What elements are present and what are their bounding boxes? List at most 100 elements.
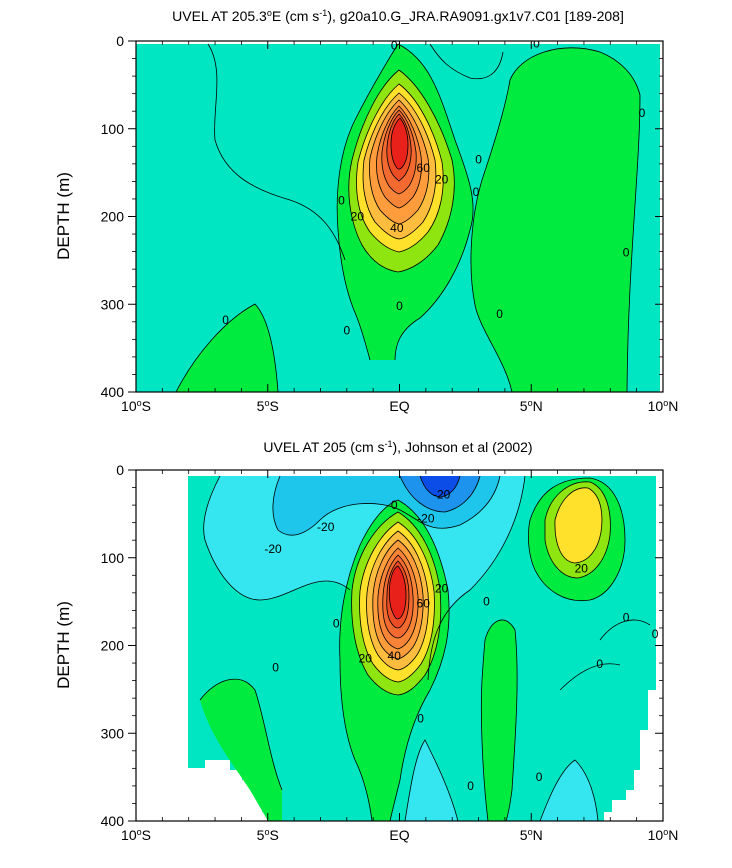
bottom-y-tick-label: 200 — [101, 638, 125, 654]
top-band-plus10-east — [470, 47, 640, 392]
bottom-contour-label: 0 — [596, 657, 603, 671]
top-contour-80 — [386, 113, 412, 182]
bottom-contour-label: 0 — [272, 660, 279, 674]
bottom-x-tick-label: EQ — [389, 827, 409, 843]
top-x-tick-label: 5oS — [257, 398, 279, 414]
bottom-contour-30-ne — [554, 487, 603, 564]
bottom-contour-zero-low — [404, 739, 599, 821]
bottom-contour-label: 0 — [623, 610, 630, 624]
bottom-contour-label: 40 — [388, 649, 402, 663]
bottom-band-minus10-low — [405, 740, 458, 821]
top-contour-50 — [369, 99, 430, 225]
bottom-contour-50 — [372, 539, 424, 660]
top-contour-label: 0 — [343, 324, 350, 338]
top-x-tick-label: EQ — [389, 398, 409, 414]
top-contour-zero-core — [336, 43, 474, 361]
bottom-contour-zero-ne — [528, 477, 626, 602]
bottom-contour-label: 20 — [435, 581, 449, 595]
bottom-y-axis-label: DEPTH (m) — [54, 601, 73, 689]
top-panel: UVEL AT 205.3oE (cm s-1), g20a10.G_JRA.R… — [54, 8, 678, 414]
top-y-tick-label: 0 — [116, 33, 124, 49]
bottom-contour-label: 60 — [417, 596, 431, 610]
top-contour-90 — [390, 117, 409, 170]
top-contour-zero-east2 — [470, 79, 513, 392]
top-contour-60 — [376, 105, 422, 209]
top-y-tick-label: 200 — [101, 209, 125, 225]
bottom-x-tick-label: 5oN — [520, 827, 543, 843]
bottom-contour-field: -20 -20 -20 -20 0 0 0 0 0 0 0 0 0 0 20 20 20 40 60 — [136, 470, 663, 821]
bottom-contour-lines — [199, 475, 651, 821]
top-contour-zero-sw — [175, 303, 279, 392]
top-contour-label: 0 — [338, 194, 345, 208]
top-y-tick-label: 300 — [101, 296, 125, 312]
top-contour-label: 60 — [417, 161, 431, 175]
top-contour-label: 0 — [496, 307, 503, 321]
bottom-contour-label: 0 — [652, 627, 659, 641]
top-contour-40 — [362, 92, 437, 240]
bottom-contour-60 — [377, 547, 419, 650]
top-panel-title: UVEL AT 205.3oE (cm s-1), g20a10.G_JRA.R… — [172, 8, 624, 24]
top-contour-label: 20 — [351, 210, 365, 224]
bottom-contour-label: -20 — [317, 520, 335, 534]
bottom-contour-minus10 — [203, 475, 526, 681]
top-contour-label: 0 — [639, 106, 646, 120]
bottom-y-tick-label: 300 — [101, 725, 125, 741]
top-contour-label: 0 — [623, 245, 630, 259]
bottom-contour-label: -20 — [433, 488, 451, 502]
top-contour-field: 0 0 0 0 0 0 0 0 0 0 0 20 20 40 60 — [136, 37, 663, 392]
top-contour-label: 0 — [533, 37, 540, 51]
top-y-tick-label: 100 — [101, 121, 125, 137]
bottom-y-tick-label: 100 — [101, 550, 125, 566]
bottom-contour-minus30 — [399, 475, 481, 513]
top-contour-label: 0 — [396, 299, 403, 313]
bottom-band-plus10-mid — [481, 619, 518, 821]
bottom-contour-label: -20 — [264, 542, 282, 556]
bottom-contour-label: 0 — [417, 711, 424, 725]
top-x-tick-label: 10oS — [121, 398, 151, 414]
bottom-contour-70 — [382, 554, 414, 639]
top-contour-lines — [175, 43, 641, 392]
top-contour-70 — [381, 109, 417, 195]
top-contour-zero-east — [509, 47, 641, 392]
bottom-contour-labels: -20 -20 -20 -20 0 0 0 0 0 0 0 0 0 0 20 20 20 40 60 — [264, 488, 658, 793]
top-contour-label: 20 — [435, 173, 449, 187]
top-contour-label: 40 — [390, 221, 404, 235]
bottom-y-tick-label: 0 — [116, 462, 124, 478]
bottom-band-minus10-low2 — [540, 760, 598, 821]
bottom-contour-zero-core — [339, 499, 450, 821]
bottom-panel: UVEL AT 205 (cm s-1), Johnson et al (200… — [54, 439, 678, 843]
top-x-tick-label: 10oN — [648, 398, 679, 414]
bottom-contour-zero-mid — [480, 619, 518, 821]
top-band-plus90 — [391, 118, 408, 170]
top-contour-label: 0 — [391, 38, 398, 52]
bottom-contour-zero-west — [199, 678, 283, 791]
bottom-contour-label: 20 — [359, 652, 373, 666]
bottom-contour-label: 0 — [483, 595, 490, 609]
bottom-contour-minus20 — [272, 475, 501, 536]
bottom-contour-80 — [386, 560, 410, 629]
top-y-axis-label: DEPTH (m) — [54, 172, 73, 260]
bottom-contour-40 — [366, 530, 429, 671]
top-contour-zero-west — [207, 43, 346, 261]
top-contour-nw — [429, 43, 504, 80]
top-contour-label: 0 — [473, 185, 480, 199]
top-contour-label: 0 — [475, 152, 482, 166]
top-contour-label: 0 — [222, 313, 229, 327]
top-band-plus10-sw — [176, 304, 278, 392]
bottom-contour-90 — [388, 565, 407, 620]
bottom-band-minus40 — [420, 476, 460, 497]
bottom-contour-label: 0 — [467, 779, 474, 793]
bottom-contour-label: 0 — [333, 617, 340, 631]
bottom-x-tick-label: 10oS — [121, 827, 151, 843]
bottom-panel-title: UVEL AT 205 (cm s-1), Johnson et al (200… — [263, 439, 532, 455]
bottom-contour-zero-east — [559, 619, 651, 691]
top-y-tick-label: 400 — [101, 384, 125, 400]
bottom-x-tick-label: 10oN — [648, 827, 679, 843]
bottom-contour-minus40 — [419, 475, 461, 498]
bottom-contour-20-ne — [544, 481, 611, 579]
bottom-contour-30 — [359, 521, 435, 683]
bottom-band-plus90 — [389, 566, 406, 619]
bottom-contour-label: 0 — [536, 770, 543, 784]
